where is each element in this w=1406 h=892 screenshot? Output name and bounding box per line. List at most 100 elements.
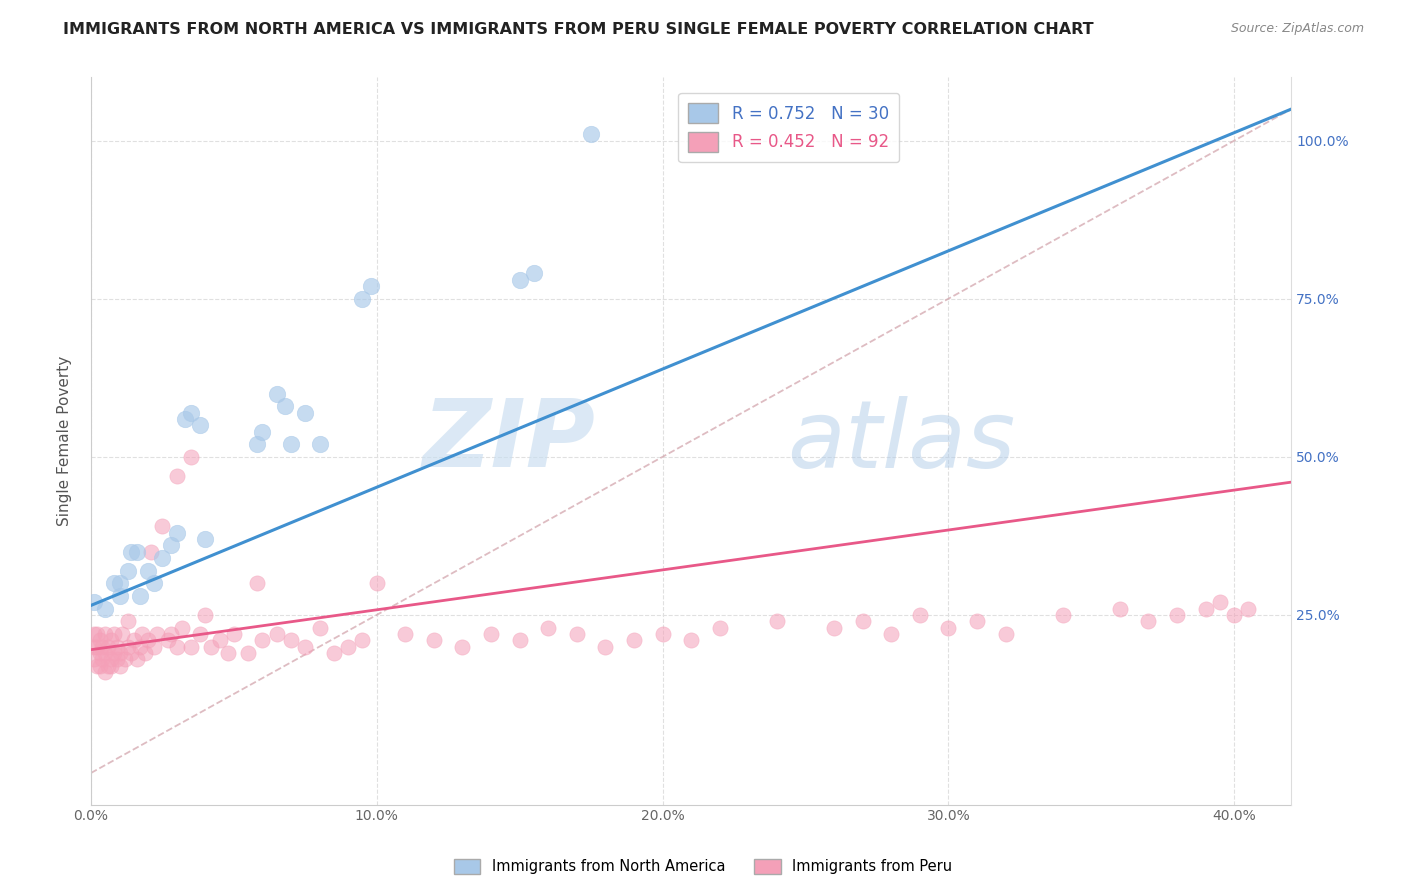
Point (966, 614, 988, 628)
Point (766, 614, 789, 628)
Point (217, 646, 239, 660)
Point (360, 279, 382, 293)
Point (134, 646, 156, 660)
Point (322, 646, 344, 660)
Point (117, 614, 139, 628)
Point (94, 646, 117, 660)
Point (150, 519, 173, 533)
Legend: Immigrants from North America, Immigrants from Peru: Immigrants from North America, Immigrant… (449, 853, 957, 880)
Point (252, 425, 274, 439)
Point (194, 532, 217, 546)
Point (938, 621, 960, 635)
Text: atlas: atlas (787, 395, 1015, 486)
Point (623, 633, 645, 648)
Legend: R = 0.752   N = 30, R = 0.452   N = 92: R = 0.752 N = 30, R = 0.452 N = 92 (679, 93, 898, 162)
Point (280, 633, 302, 648)
Point (100, 658, 122, 673)
Point (294, 406, 316, 420)
Point (100, 652, 122, 666)
Point (94, 627, 117, 641)
Point (180, 450, 202, 464)
Point (908, 607, 931, 622)
Point (150, 551, 173, 566)
Point (108, 576, 131, 591)
Point (166, 640, 188, 654)
Point (94, 601, 117, 615)
Point (509, 633, 531, 648)
Point (681, 633, 703, 648)
Point (94, 665, 117, 679)
Point (1166, 607, 1188, 622)
Point (89, 658, 111, 673)
Point (117, 640, 139, 654)
Point (97, 640, 120, 654)
Point (172, 621, 194, 635)
Point (86, 658, 108, 673)
Point (852, 614, 875, 628)
Point (823, 621, 845, 635)
Point (108, 589, 131, 603)
Point (89, 633, 111, 648)
Point (994, 627, 1017, 641)
Point (294, 640, 316, 654)
Point (120, 544, 142, 558)
Point (120, 646, 142, 660)
Point (180, 406, 202, 420)
Point (1052, 607, 1074, 622)
Point (142, 640, 165, 654)
Point (479, 627, 502, 641)
Point (1223, 607, 1246, 622)
Point (1209, 595, 1232, 609)
Point (194, 607, 217, 622)
Point (91, 652, 114, 666)
Point (709, 621, 731, 635)
Point (83, 627, 105, 641)
Point (136, 564, 159, 578)
Text: IMMIGRANTS FROM NORTH AMERICA VS IMMIGRANTS FROM PERU SINGLE FEMALE POVERTY CORR: IMMIGRANTS FROM NORTH AMERICA VS IMMIGRA… (63, 22, 1094, 37)
Point (308, 621, 330, 635)
Point (166, 468, 188, 483)
Point (145, 627, 167, 641)
Point (651, 627, 673, 641)
Point (122, 633, 145, 648)
Point (352, 292, 374, 306)
Point (128, 640, 150, 654)
Point (252, 633, 274, 648)
Point (274, 399, 297, 413)
Point (394, 627, 416, 641)
Point (139, 544, 162, 558)
Point (89, 646, 111, 660)
Point (1137, 614, 1160, 628)
Point (136, 633, 159, 648)
Point (366, 576, 388, 591)
Point (352, 633, 374, 648)
Point (188, 627, 211, 641)
Point (105, 652, 128, 666)
Y-axis label: Single Female Poverty: Single Female Poverty (58, 356, 72, 526)
Point (266, 627, 288, 641)
Point (308, 437, 330, 451)
Point (1237, 601, 1260, 615)
Point (537, 621, 560, 635)
Point (509, 273, 531, 287)
Point (280, 437, 302, 451)
Point (83, 640, 105, 654)
Point (565, 627, 588, 641)
Point (125, 544, 148, 558)
Point (131, 627, 153, 641)
Point (595, 640, 617, 654)
Point (579, 128, 602, 142)
Point (91, 640, 114, 654)
Point (880, 627, 903, 641)
Point (160, 627, 183, 641)
Point (83, 595, 105, 609)
Point (451, 640, 474, 654)
Point (108, 646, 131, 660)
Point (100, 633, 122, 648)
Point (103, 627, 125, 641)
Point (125, 652, 148, 666)
Point (523, 267, 546, 281)
Point (142, 576, 165, 591)
Point (86, 640, 108, 654)
Point (166, 525, 188, 540)
